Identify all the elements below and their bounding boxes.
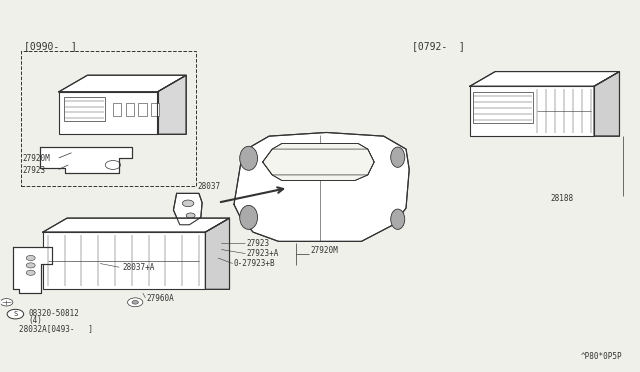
Circle shape (105, 161, 120, 169)
Polygon shape (157, 75, 186, 134)
Circle shape (7, 310, 24, 319)
Bar (473, 92, 534, 123)
Text: 27920M: 27920M (22, 154, 50, 163)
Text: 27960A: 27960A (147, 294, 175, 303)
Text: [0990-  ]: [0990- ] (24, 41, 77, 51)
Circle shape (186, 213, 195, 218)
Text: [0792-  ]: [0792- ] (412, 41, 465, 51)
Text: 28188: 28188 (550, 195, 574, 203)
Text: 28037: 28037 (197, 182, 220, 191)
Ellipse shape (240, 205, 257, 230)
Text: S: S (13, 311, 17, 317)
Bar (125, 103, 134, 116)
Text: (4): (4) (28, 315, 42, 324)
Bar (59, 92, 157, 134)
Circle shape (182, 200, 194, 207)
Bar (64, 97, 105, 121)
Polygon shape (234, 132, 409, 241)
Text: 0-27923+B: 0-27923+B (234, 259, 276, 269)
Polygon shape (43, 218, 230, 232)
Text: 28037+A: 28037+A (122, 263, 155, 272)
Bar (138, 103, 147, 116)
Bar (113, 103, 121, 116)
Polygon shape (13, 247, 52, 293)
Polygon shape (205, 218, 230, 289)
Circle shape (127, 298, 143, 307)
Bar (470, 86, 594, 136)
Polygon shape (40, 147, 132, 173)
Text: 27923: 27923 (246, 240, 270, 248)
Ellipse shape (391, 209, 404, 230)
Polygon shape (594, 71, 620, 136)
Text: 27923+A: 27923+A (246, 250, 279, 259)
Circle shape (0, 299, 13, 306)
Ellipse shape (240, 146, 257, 170)
Text: 27920M: 27920M (310, 246, 338, 255)
Polygon shape (262, 144, 374, 180)
Text: 27923: 27923 (22, 166, 45, 174)
Polygon shape (470, 71, 620, 86)
Polygon shape (59, 75, 186, 92)
Ellipse shape (391, 147, 404, 167)
Circle shape (132, 301, 138, 304)
Bar (151, 103, 159, 116)
Text: 28032A[0493-   ]: 28032A[0493- ] (19, 324, 93, 333)
Circle shape (26, 270, 35, 275)
Text: ^P80*0P5P: ^P80*0P5P (581, 352, 623, 361)
Circle shape (26, 256, 35, 260)
Bar (43, 232, 205, 289)
Polygon shape (173, 193, 202, 225)
Circle shape (26, 263, 35, 268)
Text: 08320-50812: 08320-50812 (28, 309, 79, 318)
